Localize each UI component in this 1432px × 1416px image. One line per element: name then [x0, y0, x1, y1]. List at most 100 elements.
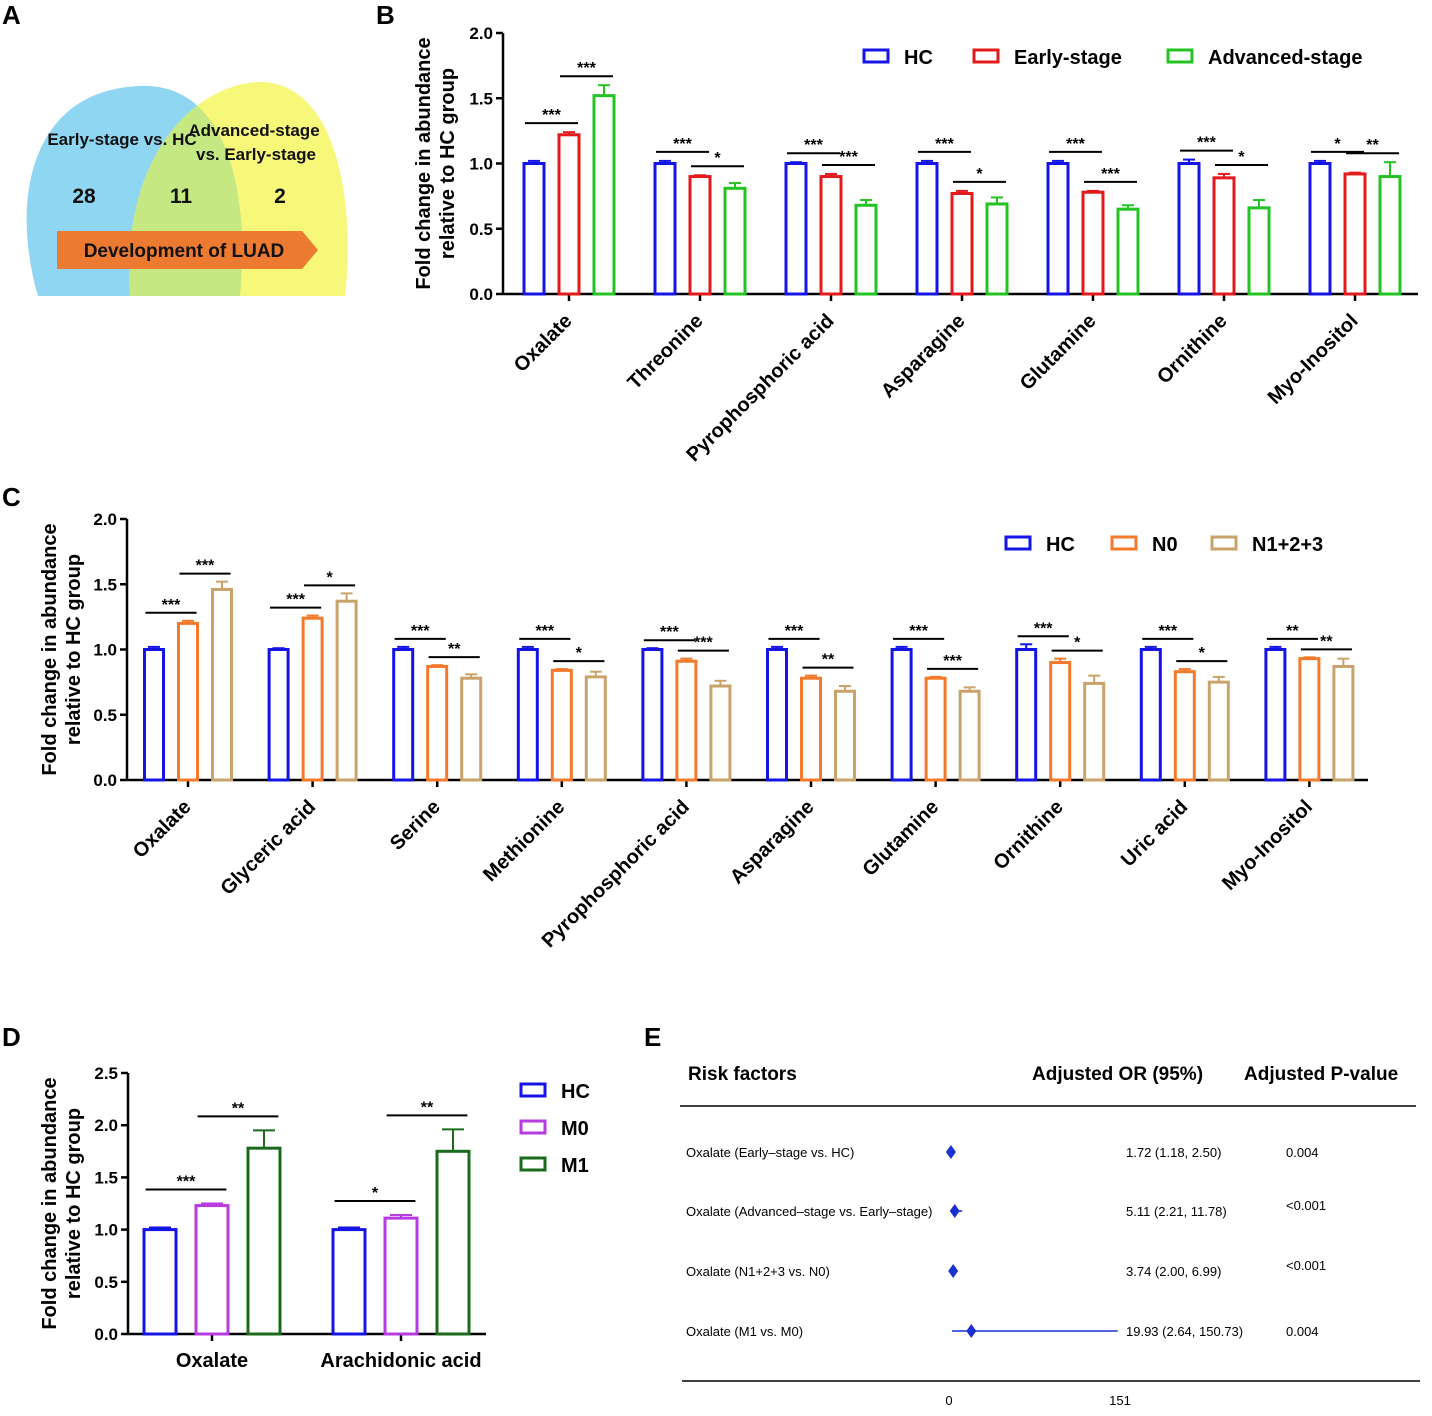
chart-c-bar-n0-oxalate: [177, 621, 199, 782]
chart-b-bar-hc-oxalate: [522, 162, 546, 296]
chart-c-bar-n0-pyrophosphoric-acid: [675, 659, 698, 782]
chart-d-y-tick-label: 1.0: [94, 1221, 118, 1240]
chart-d-y-title-line1: Fold change in abundance: [39, 1077, 61, 1329]
chart-c-y-axis-title: Fold change in abundance relative to HC g…: [39, 523, 85, 775]
chart-b-significance-label: ***: [1066, 136, 1085, 153]
forest-point-marker: [966, 1324, 977, 1338]
chart-d-bar-m0-arachidonic-acid: [383, 1216, 419, 1336]
chart-d-category-label-arachidonic-acid: Arachidonic acid: [320, 1350, 481, 1372]
chart-b-y-title-line2: relative to HC group: [437, 68, 459, 259]
chart-b-y-tick-label: 0.5: [469, 220, 493, 239]
chart-b-bar-hc-glutamine: [1046, 162, 1070, 296]
chart-c-y-tick-label: 0.5: [93, 706, 117, 725]
chart-c-category-label-glutamine: Glutamine: [858, 796, 943, 881]
chart-c-y-tick-label: 1.5: [93, 575, 117, 594]
chart-c-legend-swatch-n0: [1110, 535, 1138, 551]
chart-b-bar-advanced-stage-asparagine: [985, 202, 1009, 296]
chart-b-bar-early-stage-pyrophosphoric-acid: [819, 175, 843, 296]
development-arrow: [57, 231, 318, 269]
chart-d-y-title-line2: relative to HC group: [63, 1108, 85, 1299]
chart-b-significance-label: ***: [839, 149, 858, 166]
forest-header-factor: Risk factors: [688, 1064, 797, 1085]
chart-b-y-tick-label: 1.0: [469, 155, 493, 174]
development-arrow-label: Development of LUAD: [84, 241, 285, 262]
chart-b-category-label-ornithine: Ornithine: [1153, 310, 1231, 388]
chart-c-bar-n0-uric-acid: [1173, 670, 1196, 782]
chart-d-y-tick-label: 0.0: [94, 1325, 118, 1344]
chart-d: 0.0 0.5 1.0 1.5 2.0 2.5 Fold change in abundan…: [39, 1064, 590, 1372]
chart-c-bar-n1-2-3-serine: [460, 676, 483, 782]
chart-d-bar-hc-arachidonic-acid: [331, 1228, 367, 1336]
chart-c-bar-n0-myo-inositol: [1298, 657, 1321, 782]
chart-b-category-label-oxalate: Oxalate: [510, 310, 577, 377]
chart-b-bar-early-stage-myo-inositol: [1343, 172, 1367, 296]
venn-left-count: 28: [72, 185, 96, 208]
chart-c-bar-n0-methionine: [550, 668, 573, 782]
chart-c-bar-n1-2-3-methionine: [584, 675, 607, 782]
chart-c-bar-n0-glutamine: [924, 676, 947, 782]
panel-label-a: A: [2, 0, 21, 30]
forest-row-or: 19.93 (2.64, 150.73): [1126, 1324, 1243, 1339]
chart-d-bar-hc-oxalate: [142, 1228, 178, 1336]
chart-c-bar-hc-asparagine: [766, 648, 788, 782]
chart-b-significance-label: *: [714, 150, 721, 167]
chart-c-significance-label: ***: [535, 623, 554, 640]
chart-d-y-tick-label: 1.5: [94, 1168, 118, 1187]
chart-c-significance-label: ***: [694, 635, 713, 652]
chart-b-significance-label: ***: [542, 107, 561, 124]
chart-d-legend-swatch-m0: [519, 1119, 547, 1135]
chart-c-bar-hc-glutamine: [890, 648, 913, 782]
chart-c-category-label-asparagine: Asparagine: [726, 796, 819, 889]
chart-d-legend-label-hc: HC: [561, 1081, 590, 1103]
chart-c-significance-label: **: [822, 652, 835, 669]
chart-b-bar-hc-myo-inositol: [1308, 162, 1332, 296]
chart-b-significance-label: *: [1334, 136, 1341, 153]
chart-c-significance-label: **: [1286, 623, 1299, 640]
chart-b-significance-label: ***: [577, 60, 596, 77]
chart-c-significance-label: *: [326, 569, 333, 586]
chart-b-bar-advanced-stage-myo-inositol: [1378, 175, 1402, 296]
chart-c-category-label-ornithine: Ornithine: [989, 796, 1067, 874]
chart-c-bar-n1-2-3-myo-inositol: [1332, 664, 1355, 782]
chart-c-bar-n0-serine: [426, 664, 449, 782]
chart-d-significance-label: ***: [177, 1174, 196, 1191]
chart-b-y-title-line1: Fold change in abundance: [413, 37, 435, 289]
chart-c-bar-n1-2-3-ornithine: [1083, 681, 1106, 782]
chart-c-significance-label: ***: [1158, 623, 1177, 640]
chart-c-legend-label-hc: HC: [1046, 534, 1075, 556]
forest-row-factor: Oxalate (M1 vs. M0): [686, 1324, 803, 1339]
chart-b-y-tick-label: 1.5: [469, 89, 493, 108]
chart-c-category-label-methionine: Methionine: [479, 796, 569, 886]
chart-c-bar-n0-asparagine: [800, 676, 822, 782]
chart-d-y-tick-label: 2.5: [94, 1064, 118, 1083]
chart-c-significance-label: *: [1199, 645, 1206, 662]
chart-d-legend-swatch-hc: [519, 1082, 547, 1098]
chart-c-legend-label-n1-2-3: N1+2+3: [1252, 534, 1323, 556]
chart-b-legend-swatch-advanced-stage: [1166, 48, 1194, 64]
chart-d-legend-swatch-m1: [519, 1156, 547, 1172]
chart-b-bar-hc-ornithine: [1177, 162, 1201, 296]
venn-diagram: Early-stage vs. HC Advanced-stage vs. Ea…: [26, 82, 348, 296]
forest-row-p: <0.001: [1286, 1198, 1326, 1213]
chart-c-legend-swatch-hc: [1004, 535, 1032, 551]
chart-c-bar-n0-ornithine: [1049, 661, 1072, 782]
chart-c-significance-label: **: [448, 641, 461, 658]
chart-c-bar-hc-myo-inositol: [1264, 648, 1287, 782]
chart-b-category-label-pyrophosphoric-acid: Pyrophosphoric acid: [682, 310, 838, 466]
chart-c-y-tick-label: 1.0: [93, 641, 117, 660]
chart-b-legend-label-hc: HC: [904, 47, 933, 69]
chart-c-y-tick-label: 0.0: [93, 771, 117, 790]
chart-b-legend-label-early-stage: Early-stage: [1014, 47, 1122, 69]
chart-c-significance-label: ***: [943, 653, 962, 670]
chart-c-bar-n1-2-3-asparagine: [834, 689, 856, 782]
chart-b-bar-early-stage-threonine: [688, 175, 712, 296]
chart-b-legend-swatch-early-stage: [972, 48, 1000, 64]
chart-d-y-tick-label: 0.5: [94, 1273, 118, 1292]
venn-left-label: Early-stage vs. HC: [47, 130, 196, 149]
chart-d-significance-label: *: [372, 1185, 379, 1202]
chart-c-bar-n1-2-3-glutamine: [958, 689, 981, 782]
chart-c-bar-hc-pyrophosphoric-acid: [641, 648, 664, 782]
venn-right-label-line1: Advanced-stage: [188, 121, 319, 140]
chart-c-legend-swatch-n1-2-3: [1210, 535, 1238, 551]
